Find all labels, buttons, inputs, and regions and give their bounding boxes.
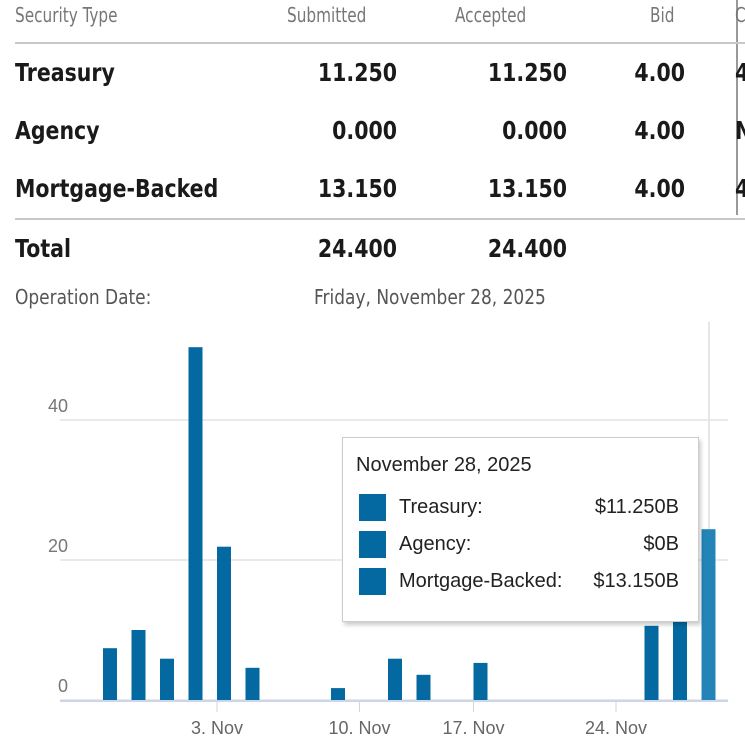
bar-nov-12 <box>388 658 402 700</box>
tooltip-item-treasury: Treasury: $11.250B <box>359 494 679 522</box>
table-cell: 11.250 <box>487 58 567 87</box>
bar-nov-25 <box>644 625 659 700</box>
bar-nov-3 <box>217 546 231 700</box>
table-cell: 4.00 <box>634 116 685 145</box>
table-header: Security Type Submitted Accepted Bid C <box>15 0 745 44</box>
col-bid: Bid <box>650 3 675 27</box>
bar-oct-29 <box>131 630 146 700</box>
bar-nov-26 <box>673 609 687 700</box>
legend-swatch <box>359 494 386 521</box>
table-cell: 13.150 <box>487 174 567 203</box>
y-tick-label: 20 <box>48 536 68 556</box>
tooltip-item-agency: Agency: $0B <box>359 531 679 559</box>
table-cell: Treasury <box>15 58 115 87</box>
table-cell: 0.000 <box>332 116 397 145</box>
col-submitted: Submitted <box>287 3 367 27</box>
table-cell: 13.150 <box>317 174 397 203</box>
table-cell: 4.00 <box>634 58 685 87</box>
tooltip-label: Agency: <box>399 533 472 555</box>
table-cell: Mortgage-Backed <box>15 174 219 203</box>
table-cell: N <box>735 116 745 145</box>
table-cell: 4. <box>735 58 745 87</box>
tooltip-title: November 28, 2025 <box>356 454 532 476</box>
tooltip-item-mortgage-backed: Mortgage-Backed: $13.150B <box>359 568 679 596</box>
y-tick-label: 40 <box>48 396 68 416</box>
table-scrollbar[interactable] <box>736 0 738 215</box>
tooltip-value: $11.250B <box>594 496 679 518</box>
col-security-type: Security Type <box>15 3 118 27</box>
bar-oct-28 <box>103 648 117 700</box>
table-cell: 4.00 <box>634 174 685 203</box>
results-table: Security Type Submitted Accepted Bid C T… <box>15 0 745 278</box>
table-cell: 24.400 <box>487 234 567 263</box>
bar-oct-31 <box>188 347 203 700</box>
legend-swatch <box>359 568 386 595</box>
col-accepted: Accepted <box>455 3 527 27</box>
bar-nov-7 <box>331 688 345 700</box>
bar-nov-28 <box>701 529 716 700</box>
tooltip-value: $0B <box>643 533 679 555</box>
table-cell: Agency <box>15 116 100 145</box>
bar-nov-17 <box>473 662 488 700</box>
table-cell: 11.250 <box>317 58 397 87</box>
table-row: Mortgage-Backed 13.150 13.150 4.00 4. <box>15 160 745 218</box>
x-tick-label: 3. Nov <box>191 718 243 738</box>
tooltip-label: Mortgage-Backed: <box>399 570 563 592</box>
table-row: Treasury 11.250 11.250 4.00 4. <box>15 44 745 102</box>
table-total-row: Total 24.400 24.400 <box>15 218 745 278</box>
chart-tooltip: November 28, 2025 Treasury: $11.250B Agen… <box>342 437 699 622</box>
bar-oct-30 <box>160 658 174 700</box>
x-tick-label: 24. Nov <box>585 718 647 738</box>
tooltip-value: $13.150B <box>593 570 679 592</box>
tooltip-label: Treasury: <box>399 496 483 518</box>
x-tick-label: 17. Nov <box>442 718 504 738</box>
operation-date-label: Operation Date: <box>15 285 152 309</box>
x-tick-label: 10. Nov <box>328 718 390 738</box>
y-tick-label: 0 <box>58 676 68 696</box>
table-cell: Total <box>15 234 72 263</box>
table-cell: 0.000 <box>502 116 567 145</box>
legend-swatch <box>359 531 386 558</box>
table-row: Agency 0.000 0.000 4.00 N <box>15 102 745 160</box>
bar-nov-13 <box>416 674 431 700</box>
operation-date-value: Friday, November 28, 2025 <box>314 285 546 309</box>
bar-nov-4 <box>245 667 260 700</box>
table-cell: 4. <box>735 174 745 203</box>
col-cutoff: C <box>735 3 745 27</box>
table-cell: 24.400 <box>317 234 397 263</box>
